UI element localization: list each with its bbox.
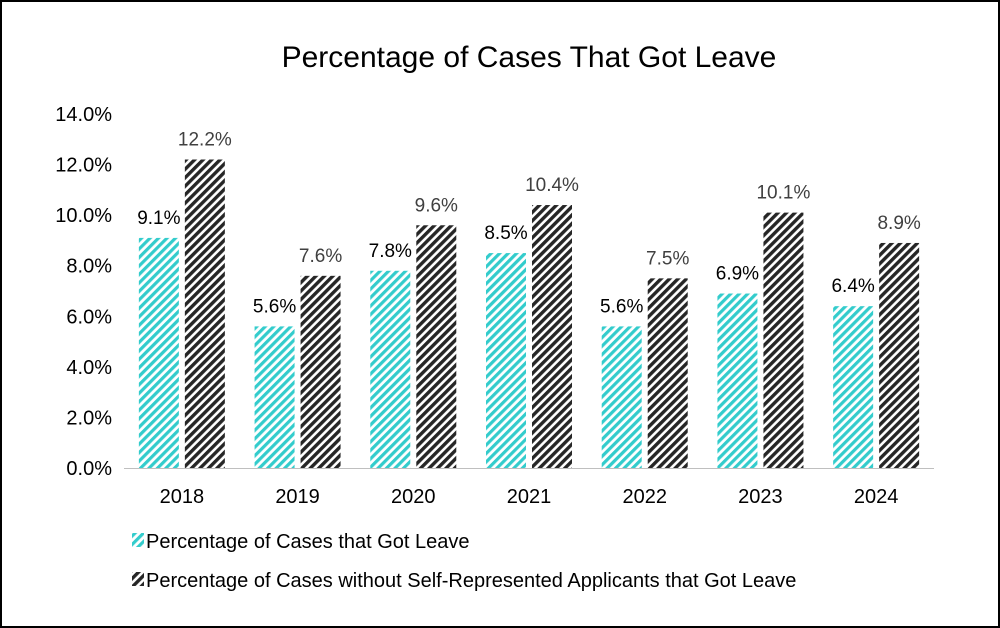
y-tick-label: 14.0% xyxy=(55,104,112,126)
data-label-series-2: 12.2% xyxy=(178,130,232,151)
data-label-series-2: 7.5% xyxy=(646,248,689,269)
bar-series-2 xyxy=(532,205,572,468)
legend: Percentage of Cases that Got Leave Perce… xyxy=(132,531,796,592)
data-label-series-1: 8.5% xyxy=(484,223,527,244)
legend-item-series-2: Percentage of Cases without Self-Represe… xyxy=(132,570,796,592)
y-tick-label: 4.0% xyxy=(66,357,112,379)
bar-series-2 xyxy=(879,242,920,468)
bars xyxy=(138,159,920,468)
data-label-series-2: 8.9% xyxy=(877,213,920,234)
y-tick-label: 12.0% xyxy=(55,155,112,177)
bar-series-1 xyxy=(138,237,179,468)
x-tick-label: 2023 xyxy=(738,486,783,508)
x-tick-label: 2018 xyxy=(160,486,205,508)
chart-title: Percentage of Cases That Got Leave xyxy=(282,41,777,74)
data-label-series-2: 10.4% xyxy=(525,175,579,196)
bar-series-1 xyxy=(486,253,526,468)
data-label-series-1: 6.9% xyxy=(716,264,759,285)
y-tick-label: 10.0% xyxy=(55,205,112,227)
x-tick-label: 2019 xyxy=(275,486,320,508)
legend-item-series-1: Percentage of Cases that Got Leave xyxy=(132,531,470,553)
bar-series-1 xyxy=(717,293,758,468)
legend-label-series-2: Percentage of Cases without Self-Represe… xyxy=(146,570,796,592)
legend-swatch-series-1 xyxy=(132,533,144,547)
data-label-series-2: 10.1% xyxy=(756,183,810,204)
x-tick-label: 2021 xyxy=(507,486,552,508)
y-tick-label: 2.0% xyxy=(66,407,112,429)
bar-series-1 xyxy=(833,306,874,468)
x-tick-label: 2024 xyxy=(854,486,899,508)
data-label-series-1: 9.1% xyxy=(137,208,180,229)
bar-series-2 xyxy=(416,225,457,468)
y-tick-label: 8.0% xyxy=(66,256,112,278)
x-axis: 2018 2019 2020 2021 2022 2023 2024 xyxy=(124,468,934,508)
bar-series-2 xyxy=(647,278,688,468)
y-axis: 0.0% 2.0% 4.0% 6.0% 8.0% 10.0% 12.0% 14.0% xyxy=(55,104,112,480)
y-tick-label: 0.0% xyxy=(66,458,112,480)
data-label-series-2: 9.6% xyxy=(415,195,458,216)
data-label-series-1: 7.8% xyxy=(369,241,412,262)
legend-swatch-series-2 xyxy=(132,572,144,586)
data-labels: 9.1% 12.2% 5.6% 7.6% 7.8% 9.6% 8.5% 10.4% 5.6% 7.… xyxy=(137,130,921,318)
data-label-series-1: 6.4% xyxy=(831,276,874,297)
x-tick-label: 2020 xyxy=(391,486,436,508)
x-tick-label: 2022 xyxy=(622,486,667,508)
bar-series-2 xyxy=(763,212,804,468)
data-label-series-1: 5.6% xyxy=(253,296,296,317)
bar-series-1 xyxy=(254,326,295,468)
legend-label-series-1: Percentage of Cases that Got Leave xyxy=(146,531,470,553)
data-label-series-2: 7.6% xyxy=(299,246,342,267)
bar-series-2 xyxy=(300,275,341,468)
bar-series-1 xyxy=(370,270,411,468)
y-tick-label: 6.0% xyxy=(66,306,112,328)
bar-series-2 xyxy=(184,159,225,468)
data-label-series-1: 5.6% xyxy=(600,296,643,317)
bar-series-1 xyxy=(601,326,642,468)
